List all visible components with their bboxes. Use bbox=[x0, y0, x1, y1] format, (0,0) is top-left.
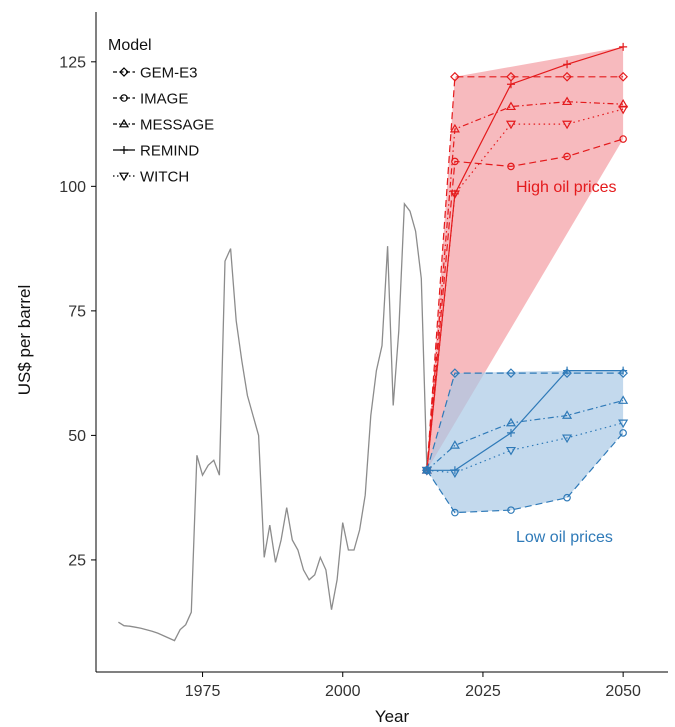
point-low-oil-prices-image bbox=[451, 508, 459, 517]
historical-price-line bbox=[118, 201, 428, 642]
point-low-oil-prices-remind bbox=[619, 366, 628, 375]
line-low-oil-prices-witch bbox=[426, 422, 624, 474]
x-tick-label: 2050 bbox=[605, 683, 641, 700]
x-tick-label: 2025 bbox=[465, 683, 501, 700]
point-low-oil-prices-gem-e3 bbox=[618, 368, 628, 378]
point-high-oil-prices-message bbox=[618, 98, 629, 108]
legend-label-image: IMAGE bbox=[140, 91, 188, 108]
line-low-oil-prices-message bbox=[426, 399, 624, 471]
point-low-oil-prices-gem-e3 bbox=[450, 368, 460, 378]
point-high-oil-prices-gem-e3 bbox=[562, 71, 572, 82]
y-axis-title: US$ per barrel bbox=[15, 285, 34, 396]
point-high-oil-prices-remind bbox=[619, 42, 628, 51]
point-high-oil-prices-gem-e3 bbox=[618, 71, 628, 82]
axis-ticks: 25 50 75 100 125 1975 2000 2025 2050 bbox=[59, 54, 641, 700]
point-low-oil-prices-witch bbox=[421, 466, 432, 476]
point-high-oil-prices-message bbox=[562, 96, 573, 106]
line-high-oil-prices-witch bbox=[426, 108, 624, 471]
legend-label-message: MESSAGE bbox=[140, 117, 214, 134]
legend-label-witch: WITCH bbox=[140, 169, 189, 186]
line-high-oil-prices-message bbox=[426, 101, 624, 471]
y-tick-label: 50 bbox=[68, 428, 86, 445]
point-low-oil-prices-witch bbox=[505, 446, 517, 456]
point-high-oil-prices-gem-e3 bbox=[450, 71, 460, 82]
point-low-oil-prices-gem-e3 bbox=[562, 368, 572, 378]
y-tick-label: 125 bbox=[59, 54, 86, 71]
legend-marker-image bbox=[120, 94, 128, 102]
point-high-oil-prices-remind bbox=[563, 60, 572, 69]
legend-label-gem-e3: GEM-E3 bbox=[140, 65, 198, 82]
point-low-oil-prices-remind bbox=[563, 366, 572, 375]
legend-marker-gem-e3 bbox=[119, 67, 129, 77]
line-low-oil-prices-image bbox=[426, 432, 624, 514]
legend-label-remind: REMIND bbox=[140, 143, 199, 160]
annotation-low-oil-prices: Low oil prices bbox=[516, 529, 613, 546]
historical-series bbox=[118, 201, 428, 642]
line-high-oil-prices-image bbox=[426, 138, 624, 471]
point-low-oil-prices-image bbox=[563, 493, 571, 502]
point-high-oil-prices-witch bbox=[449, 190, 460, 199]
point-low-oil-prices-witch bbox=[562, 434, 573, 444]
point-high-oil-prices-image bbox=[507, 162, 515, 171]
point-low-oil-prices-witch bbox=[618, 419, 629, 429]
line-low-oil-prices-gem-e3 bbox=[426, 372, 624, 471]
y-tick-label: 100 bbox=[59, 179, 86, 196]
point-low-oil-prices-image bbox=[619, 429, 627, 437]
y-tick-label: 25 bbox=[68, 552, 86, 569]
range-band-low-oil-prices bbox=[426, 370, 624, 513]
legend-title: Model bbox=[108, 37, 152, 54]
point-low-oil-prices-gem-e3 bbox=[506, 368, 516, 378]
point-high-oil-prices-witch bbox=[562, 120, 573, 130]
point-high-oil-prices-message bbox=[449, 123, 460, 133]
point-high-oil-prices-image bbox=[619, 135, 627, 143]
point-low-oil-prices-remind bbox=[506, 428, 515, 437]
point-high-oil-prices-remind bbox=[506, 80, 515, 89]
legend-marker-remind bbox=[120, 146, 128, 154]
point-low-oil-prices-witch bbox=[449, 469, 460, 478]
x-tick-label: 2000 bbox=[325, 683, 361, 700]
axes bbox=[95, 12, 668, 673]
legend-marker-message bbox=[118, 118, 130, 128]
annotation-high-oil-prices: High oil prices bbox=[516, 179, 616, 196]
point-high-oil-prices-witch bbox=[505, 120, 517, 130]
point-low-oil-prices-image bbox=[507, 506, 515, 514]
point-high-oil-prices-image bbox=[451, 157, 459, 166]
point-low-oil-prices-message bbox=[505, 417, 517, 427]
point-low-oil-prices-message bbox=[618, 395, 629, 404]
point-low-oil-prices-message bbox=[449, 440, 460, 449]
point-high-oil-prices-image bbox=[563, 152, 571, 161]
legend: Model GEM-E3 IMAGE MESSAGE REMIND WITCH bbox=[108, 37, 214, 186]
point-high-oil-prices-message bbox=[505, 101, 517, 111]
x-axis-title: Year bbox=[375, 707, 410, 726]
legend-marker-witch bbox=[118, 172, 130, 182]
x-tick-label: 1975 bbox=[185, 683, 221, 700]
point-low-oil-prices-message bbox=[562, 410, 573, 419]
y-tick-label: 75 bbox=[68, 303, 86, 320]
point-high-oil-prices-witch bbox=[618, 105, 629, 115]
scenario-series bbox=[421, 42, 629, 517]
